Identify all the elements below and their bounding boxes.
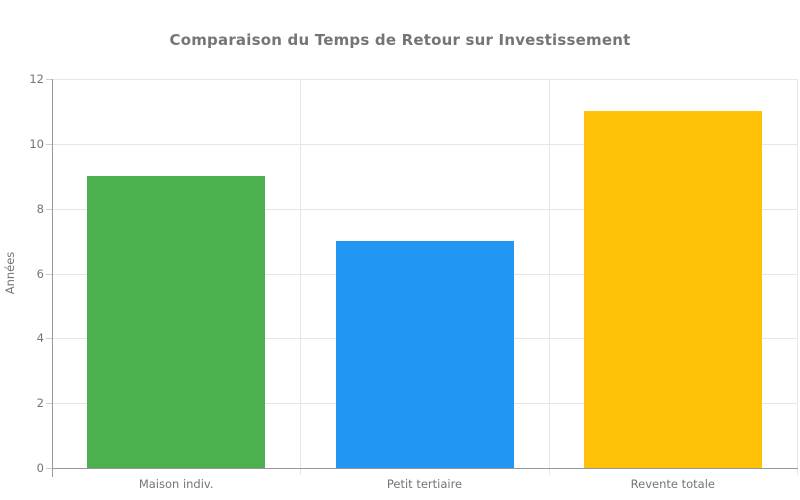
y-tick-mark: [46, 273, 52, 275]
y-tick-mark: [46, 208, 52, 210]
y-tick-label: 8: [36, 201, 44, 216]
x-category-label-revente-totale: Revente totale: [630, 477, 715, 491]
x-tick-mark: [300, 469, 301, 475]
y-tick-mark: [46, 403, 52, 405]
bar-petit-tertiaire[interactable]: [335, 241, 514, 468]
bar-maison-indiv[interactable]: [87, 176, 266, 468]
y-tick-label: 10: [29, 136, 44, 151]
x-tick-mark: [797, 469, 798, 475]
x-category-label-maison-indiv: Maison indiv.: [138, 477, 214, 491]
y-tick-label: 2: [36, 396, 44, 411]
x-gridline: [300, 79, 301, 468]
bar-revente-totale[interactable]: [583, 111, 762, 468]
y-tick-mark: [46, 468, 52, 469]
y-tick-label: 12: [29, 72, 44, 86]
y-axis-line: [52, 79, 53, 477]
x-category-label-petit-tertiaire: Petit tertiaire: [386, 477, 463, 491]
y-gridline: [52, 79, 797, 80]
y-gridline: [52, 143, 797, 145]
chart-title: Comparaison du Temps de Retour sur Inves…: [169, 31, 631, 49]
y-tick-label: 0: [36, 461, 44, 475]
y-tick-label: 4: [36, 331, 44, 346]
y-tick-mark: [46, 338, 52, 340]
y-gridline: [52, 208, 797, 210]
x-axis-line: [52, 468, 798, 469]
plot-right-border: [797, 79, 798, 468]
y-tick-mark: [46, 143, 52, 145]
x-gridline: [549, 79, 550, 468]
x-tick-mark: [549, 469, 550, 475]
plot-area: 0 2 4 6 8 10 12 Maison indiv. Petit tertiaire Rev…: [29, 72, 798, 491]
y-tick-label: 6: [36, 266, 44, 281]
y-tick-mark: [46, 79, 52, 80]
